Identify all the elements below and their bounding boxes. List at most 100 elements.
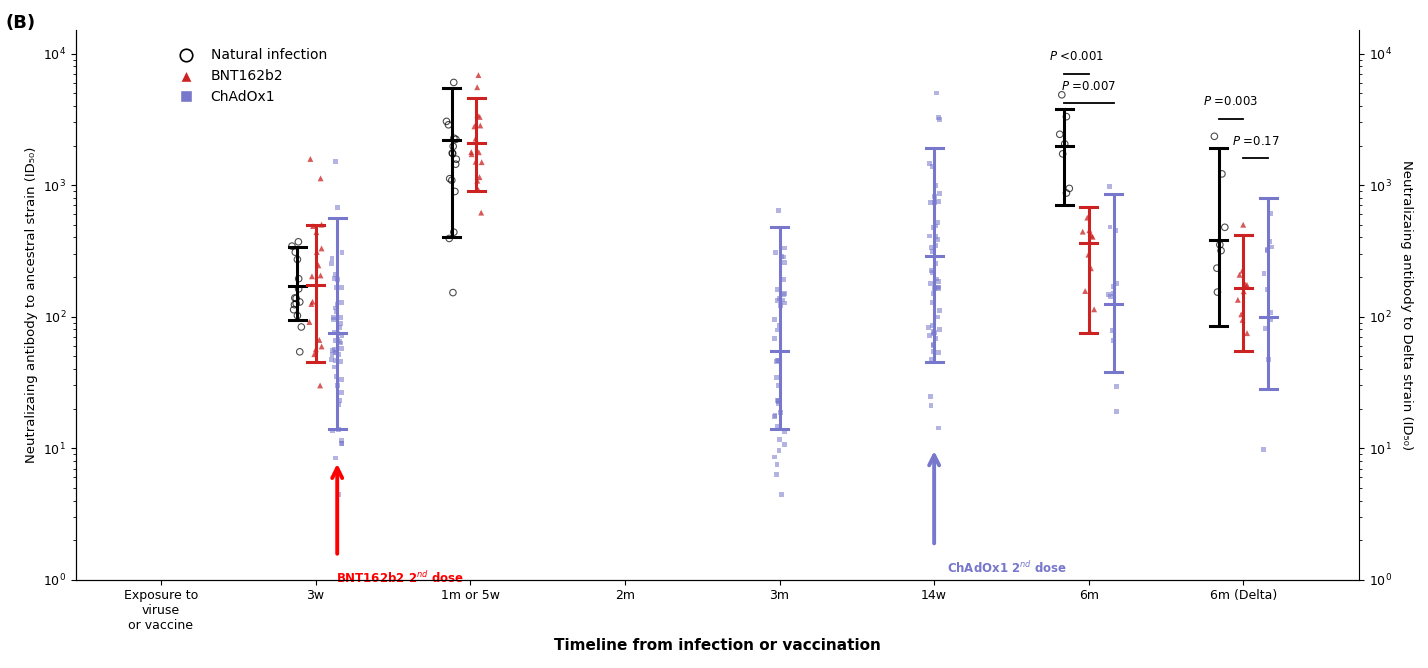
- Point: [922, 192, 945, 202]
- Point: [928, 324, 951, 335]
- Point: [438, 233, 461, 244]
- Point: [468, 120, 491, 131]
- Point: [444, 159, 467, 170]
- Point: [330, 438, 353, 449]
- Point: [1207, 287, 1230, 297]
- Point: [467, 147, 490, 158]
- Point: [327, 399, 350, 410]
- Point: [326, 274, 348, 285]
- Point: [921, 267, 944, 278]
- Point: [440, 175, 463, 186]
- Point: [283, 299, 306, 310]
- Point: [323, 361, 346, 372]
- Point: [767, 380, 790, 391]
- Point: [768, 445, 791, 456]
- Point: [1075, 212, 1098, 223]
- Point: [324, 355, 347, 366]
- Point: [764, 247, 787, 258]
- Point: [460, 149, 483, 160]
- Point: [1098, 222, 1121, 232]
- Point: [918, 278, 941, 289]
- Text: ChAdOx1 2$^{nd}$ dose: ChAdOx1 2$^{nd}$ dose: [947, 560, 1067, 576]
- Point: [922, 329, 945, 339]
- Point: [1098, 181, 1121, 192]
- Point: [438, 173, 461, 184]
- Point: [918, 391, 941, 401]
- Point: [286, 311, 308, 321]
- Point: [321, 313, 344, 323]
- Point: [925, 274, 948, 285]
- Point: [927, 347, 950, 358]
- Point: [921, 339, 944, 350]
- Point: [921, 242, 944, 253]
- Point: [326, 202, 348, 212]
- Point: [330, 312, 353, 323]
- Point: [1101, 325, 1124, 335]
- Point: [774, 242, 797, 253]
- Point: [298, 317, 321, 327]
- Point: [441, 287, 464, 298]
- Point: [773, 289, 795, 300]
- Point: [327, 335, 350, 345]
- Point: [324, 453, 347, 464]
- Point: [466, 110, 488, 120]
- Point: [324, 335, 347, 346]
- Point: [310, 243, 333, 254]
- Point: [767, 421, 790, 432]
- Point: [440, 17, 463, 27]
- Point: [467, 185, 490, 196]
- Point: [770, 490, 793, 500]
- Point: [460, 147, 483, 158]
- Point: [287, 273, 310, 284]
- Point: [771, 295, 794, 305]
- Point: [1102, 288, 1125, 299]
- Point: [1071, 226, 1094, 237]
- Point: [327, 349, 350, 360]
- Point: [1259, 307, 1282, 318]
- Point: [468, 112, 491, 122]
- Point: [301, 220, 324, 231]
- Point: [768, 320, 791, 331]
- Point: [771, 252, 794, 263]
- Point: [1255, 244, 1278, 255]
- Point: [308, 335, 331, 345]
- Point: [1252, 444, 1275, 455]
- Point: [918, 330, 941, 341]
- Point: [1231, 265, 1254, 276]
- Point: [1102, 281, 1125, 292]
- Point: [765, 356, 788, 367]
- Point: [1081, 231, 1104, 242]
- Point: [306, 227, 328, 238]
- Point: [320, 355, 343, 365]
- Point: [437, 120, 460, 130]
- Point: [922, 197, 945, 208]
- Point: [763, 452, 785, 462]
- Point: [921, 321, 944, 331]
- Point: [323, 273, 346, 283]
- Point: [1205, 263, 1228, 273]
- Point: [1210, 245, 1232, 256]
- Text: BNT162b2 2$^{nd}$ dose: BNT162b2 2$^{nd}$ dose: [336, 570, 464, 586]
- Point: [466, 176, 488, 186]
- Point: [918, 197, 941, 208]
- Point: [283, 305, 306, 315]
- Point: [320, 258, 343, 269]
- Point: [1211, 168, 1234, 179]
- Point: [927, 283, 950, 293]
- Point: [763, 333, 785, 344]
- Point: [1259, 314, 1282, 325]
- Point: [1214, 222, 1237, 232]
- Point: [1051, 148, 1074, 159]
- Point: [330, 356, 353, 367]
- Point: [436, 116, 458, 127]
- Point: [307, 260, 330, 271]
- Point: [441, 148, 464, 159]
- Point: [921, 340, 944, 351]
- Point: [1105, 381, 1128, 392]
- Point: [1048, 129, 1071, 140]
- Point: [1074, 286, 1097, 297]
- Point: [326, 299, 348, 309]
- Point: [920, 265, 942, 276]
- Point: [1230, 309, 1252, 320]
- Point: [320, 349, 343, 359]
